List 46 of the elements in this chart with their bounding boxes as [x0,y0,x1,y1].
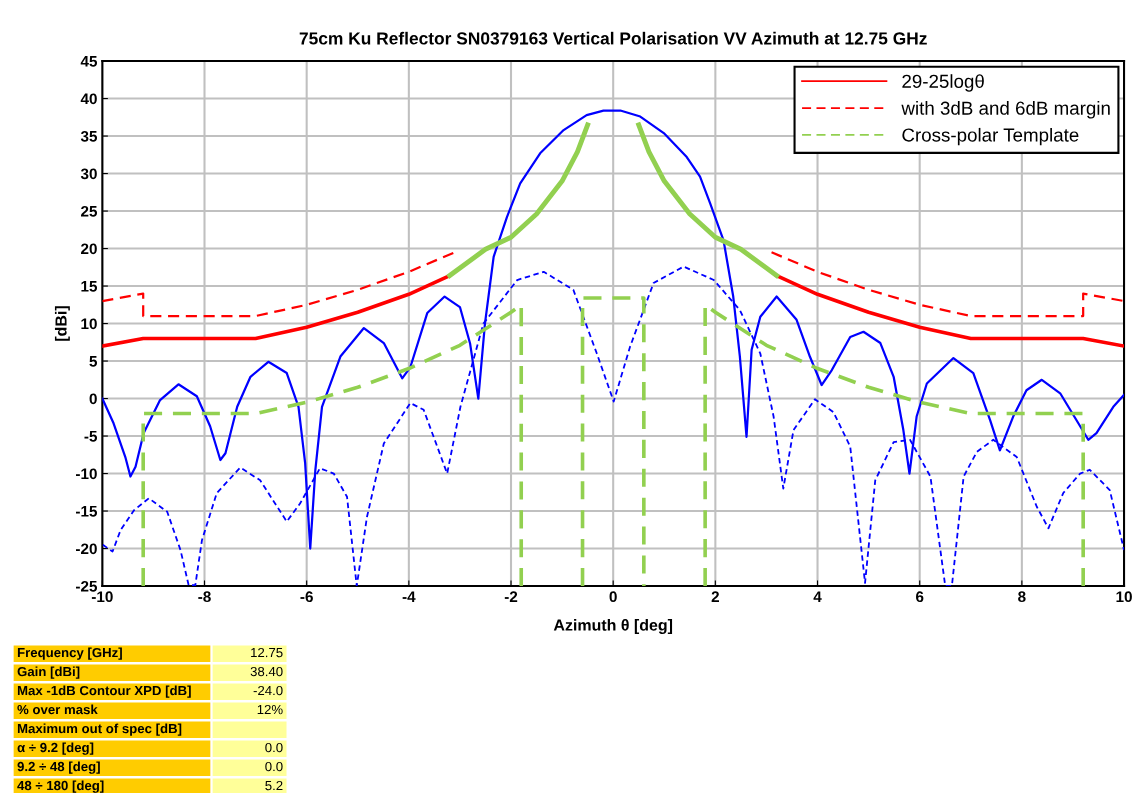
y-tick-label: 10 [81,318,97,330]
x-tick-label: 8 [1018,591,1026,603]
text: 5.2 [265,780,283,791]
text: Gain [dBi] [17,666,80,679]
text: -24.0 [253,685,283,696]
y-tick-label: 20 [81,243,97,255]
y-tick-label: 40 [80,93,97,105]
text: 12.75 [251,647,283,658]
y-tick-label: 30 [80,168,97,180]
y-tick-label: 35 [80,130,98,142]
y-tick-label: -10 [75,468,97,480]
y-tick-label: -15 [75,506,98,517]
x-tick-label: -6 [300,591,313,603]
text: Maximum out of spec [dB] [17,723,182,736]
y-tick-label: -5 [84,431,98,442]
y-tick-label: -20 [75,543,97,555]
x-tick-label: -8 [198,591,211,603]
text: 0.0 [265,742,283,753]
y-tick-label: -25 [75,580,98,592]
text: 9.2 ÷ 48 [deg] [17,761,100,774]
y-tick-label: 45 [80,56,98,67]
y-tick-label: 25 [81,205,98,217]
x-tick-label: 0 [609,591,617,603]
text: 48 ÷ 180 [deg] [17,780,104,793]
y-axis-title: [dBi] [54,306,70,341]
text: 12% [257,704,283,715]
x-tick-label: 10 [1116,591,1132,603]
text: % over mask [17,704,98,715]
x-tick-label: -4 [402,591,416,602]
y-tick-label: 15 [81,281,98,292]
text: Max -1dB Contour XPD [dB] [17,685,191,698]
y-tick-label: 5 [89,356,98,367]
x-tick-label: 4 [813,591,822,602]
y-tick-label: 0 [89,393,97,405]
text: 0.0 [265,761,283,772]
legend-label: with 3dB and 6dB margin [901,101,1110,119]
x-tick-label: 6 [916,591,924,603]
text: Frequency [GHz] [17,647,122,660]
legend-label: 29-25logθ [902,74,984,92]
x-tick-label: -2 [504,591,518,602]
x-axis-title: Azimuth θ [deg] [553,619,673,634]
text: 38.40 [250,666,283,677]
x-tick-label: 2 [711,591,719,602]
text: α ÷ 9.2 [deg] [17,742,94,755]
legend-label: Cross-polar Template [902,127,1079,146]
chart-title: 75cm Ku Reflector SN0379163 Vertical Polarisation VV Azimuth at 12.75 GHz [299,31,927,45]
